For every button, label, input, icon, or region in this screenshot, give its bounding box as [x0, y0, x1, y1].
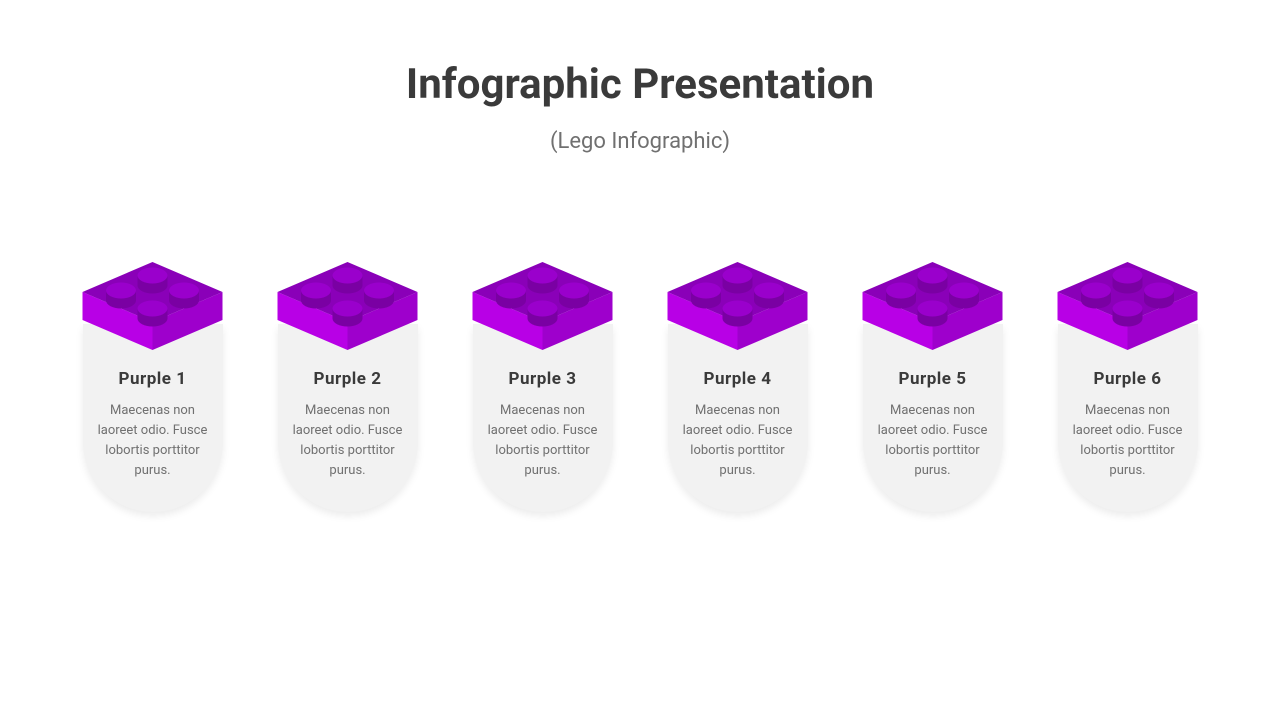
- lego-brick-icon: [1045, 234, 1210, 354]
- bricks-row: Purple 1 Maecenas non laoreet odio. Fusc…: [50, 234, 1230, 512]
- card-body: Maecenas non laoreet odio. Fusce loborti…: [682, 401, 794, 482]
- card-title: Purple 6: [1072, 369, 1184, 389]
- subtitle: (Lego Infographic): [550, 129, 730, 154]
- slide: Infographic Presentation (Lego Infograph…: [0, 0, 1280, 720]
- card-title: Purple 4: [682, 369, 794, 389]
- card-body: Maecenas non laoreet odio. Fusce loborti…: [877, 401, 989, 482]
- lego-brick-icon: [460, 234, 625, 354]
- brick-item: Purple 6 Maecenas non laoreet odio. Fusc…: [1045, 234, 1210, 512]
- lego-brick-icon: [850, 234, 1015, 354]
- lego-brick-icon: [655, 234, 820, 354]
- card-title: Purple 1: [97, 369, 209, 389]
- card-body: Maecenas non laoreet odio. Fusce loborti…: [1072, 401, 1184, 482]
- brick-item: Purple 3 Maecenas non laoreet odio. Fusc…: [460, 234, 625, 512]
- card-body: Maecenas non laoreet odio. Fusce loborti…: [487, 401, 599, 482]
- card-title: Purple 5: [877, 369, 989, 389]
- card-body: Maecenas non laoreet odio. Fusce loborti…: [292, 401, 404, 482]
- card-body: Maecenas non laoreet odio. Fusce loborti…: [97, 401, 209, 482]
- lego-brick-icon: [70, 234, 235, 354]
- brick-item: Purple 1 Maecenas non laoreet odio. Fusc…: [70, 234, 235, 512]
- brick-item: Purple 2 Maecenas non laoreet odio. Fusc…: [265, 234, 430, 512]
- brick-item: Purple 4 Maecenas non laoreet odio. Fusc…: [655, 234, 820, 512]
- page-title: Infographic Presentation: [406, 60, 874, 109]
- brick-item: Purple 5 Maecenas non laoreet odio. Fusc…: [850, 234, 1015, 512]
- lego-brick-icon: [265, 234, 430, 354]
- card-title: Purple 3: [487, 369, 599, 389]
- card-title: Purple 2: [292, 369, 404, 389]
